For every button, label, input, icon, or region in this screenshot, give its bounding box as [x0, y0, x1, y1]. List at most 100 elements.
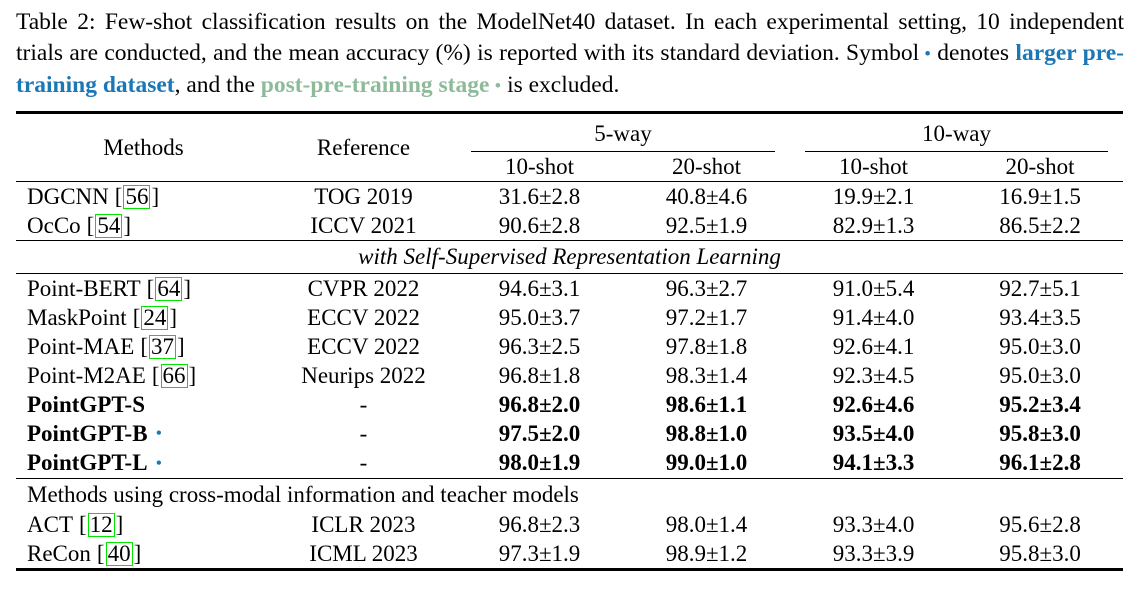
citation-link[interactable]: [54] [86, 212, 132, 238]
table-row-occo: OcCo[54] ICCV 2021 90.6±2.8 92.5±1.9 82.… [16, 210, 1124, 241]
reference-cell: CVPR 2022 [307, 275, 420, 301]
paper-page: Table 2: Few-shot classification results… [16, 7, 1124, 571]
blue-bullet-icon: • [924, 43, 931, 65]
citation-number[interactable]: 37 [149, 333, 177, 359]
reference-cell: ICCV 2021 [271, 210, 456, 241]
reference-cell: ICML 2023 [309, 540, 418, 566]
citation-number[interactable]: 24 [141, 304, 169, 330]
table-row-pointgpt-l: PointGPT-L • - 98.0±1.9 99.0±1.0 94.1±3.3… [16, 448, 1124, 479]
header-row-groups: Methods Reference 5-way 10-way [16, 112, 1123, 182]
caption-text-2: denotes [930, 39, 1016, 66]
section-row-ssl: with Self-Supervised Representation Lear… [16, 240, 1124, 274]
value-10way-20shot: 95.8±3.0 [999, 540, 1081, 566]
method-cell: Point-M2AE[66] [16, 361, 271, 390]
table-caption: Table 2: Few-shot classification results… [16, 7, 1124, 103]
value-5way-20shot: 40.8±4.6 [665, 183, 748, 209]
reference-cell: Neurips 2022 [301, 362, 426, 388]
citation-number[interactable]: 40 [105, 540, 133, 566]
reference-cell: ICLR 2023 [311, 511, 416, 537]
value-10way-10shot: 92.6±4.6 [832, 391, 915, 417]
method-cell: ReCon[40] [16, 539, 271, 570]
method-cell: DGCNN[56] [16, 181, 271, 211]
col-group-5way: 5-way [456, 112, 790, 152]
citation-number[interactable]: 56 [123, 183, 151, 209]
value-10way-10shot: 91.0±5.4 [832, 275, 915, 301]
value-10way-20shot: 16.9±1.5 [999, 183, 1081, 209]
table-row-point-m2ae: Point-M2AE[66] Neurips 2022 96.8±1.8 98.… [16, 361, 1123, 390]
citation-link[interactable]: [37] [140, 333, 185, 359]
value-5way-20shot: 97.2±1.7 [665, 304, 748, 330]
table-row-pointgpt-b: PointGPT-B • - 97.5±2.0 98.8±1.0 93.5±4.0… [16, 419, 1123, 449]
table-row-point-mae: Point-MAE[37] ECCV 2022 96.3±2.5 97.8±1.… [16, 332, 1123, 361]
col-header-5way-20shot: 20-shot [623, 151, 791, 182]
value-5way-10shot: 96.8±2.3 [498, 511, 581, 537]
method-name: MaskPoint [27, 304, 127, 330]
value-5way-20shot: 98.8±1.0 [665, 420, 748, 446]
col-header-reference: Reference [271, 112, 456, 182]
caption-emph-post-pre-training-stage: post-pre-training stage [260, 72, 490, 98]
value-10way-20shot: 93.4±3.5 [999, 304, 1081, 330]
method-cell: Point-BERT[64] [16, 273, 271, 303]
caption-text-3: , and the [174, 72, 261, 98]
value-5way-20shot: 96.3±2.7 [665, 275, 748, 301]
citation-link[interactable]: [64] [146, 275, 191, 301]
reference-cell: ECCV 2022 [307, 304, 420, 330]
citation-link[interactable]: [24] [132, 304, 178, 330]
col-group-10way: 10-way [790, 112, 1123, 152]
header-row-shots: 10-shot 20-shot 10-shot 20-shot [16, 151, 1124, 182]
reference-cell: - [359, 420, 368, 446]
reference-cell: - [271, 448, 456, 479]
citation-link[interactable]: [56] [114, 183, 160, 209]
value-5way-20shot: 99.0±1.0 [623, 448, 791, 479]
reference-cell: ECCV 2022 [307, 333, 420, 359]
value-10way-10shot: 92.3±4.5 [832, 362, 915, 388]
citation-link[interactable]: [66] [151, 362, 197, 388]
method-name: ACT [27, 511, 73, 537]
caption-text-1: Table 2: Few-shot classification results… [16, 9, 1124, 66]
value-10way-20shot: 95.0±3.0 [999, 333, 1081, 359]
method-cell: ACT[12] [16, 510, 271, 539]
method-name: PointGPT-L [27, 450, 148, 476]
value-5way-20shot: 98.3±1.4 [665, 362, 748, 388]
value-5way-10shot: 31.6±2.8 [498, 183, 581, 209]
method-name: ReCon [27, 540, 91, 566]
col-header-methods: Methods [16, 112, 271, 182]
citation-number[interactable]: 66 [160, 362, 188, 388]
value-10way-20shot: 95.8±3.0 [999, 420, 1081, 446]
value-10way-10shot: 93.3±3.9 [832, 540, 915, 566]
value-10way-10shot: 94.1±3.3 [790, 448, 958, 479]
value-5way-10shot: 96.8±1.8 [498, 362, 581, 388]
table-row-recon: ReCon[40] ICML 2023 97.3±1.9 98.9±1.2 93… [16, 539, 1123, 570]
value-10way-20shot: 86.5±2.2 [957, 210, 1124, 241]
citation-number[interactable]: 12 [87, 511, 115, 537]
value-5way-10shot: 96.3±2.5 [498, 333, 581, 359]
method-cell: PointGPT-L • [16, 448, 271, 479]
method-name: PointGPT-B [27, 420, 148, 446]
value-5way-10shot: 97.3±1.9 [498, 540, 581, 566]
blue-bullet-icon: • [155, 452, 163, 473]
value-10way-20shot: 95.0±3.0 [999, 362, 1081, 388]
method-name: PointGPT-S [27, 391, 146, 417]
value-5way-10shot: 90.6±2.8 [456, 210, 623, 241]
value-5way-20shot: 98.0±1.4 [665, 511, 748, 537]
method-cell: PointGPT-B • [16, 419, 271, 449]
blue-bullet-icon: • [155, 423, 163, 444]
table-row-dgcnn: DGCNN[56] TOG 2019 31.6±2.8 40.8±4.6 19.… [16, 181, 1123, 211]
reference-cell: TOG 2019 [314, 183, 413, 209]
value-10way-20shot: 96.1±2.8 [957, 448, 1124, 479]
citation-number[interactable]: 64 [155, 275, 183, 301]
value-10way-10shot: 91.4±4.0 [832, 304, 915, 330]
method-cell: MaskPoint[24] [16, 303, 271, 332]
value-10way-10shot: 19.9±2.1 [832, 183, 915, 209]
method-name: Point-BERT [27, 275, 141, 301]
citation-link[interactable]: [40] [96, 540, 142, 566]
citation-link[interactable]: [12] [79, 511, 124, 537]
citation-number[interactable]: 54 [95, 212, 123, 238]
col-header-10way-20shot: 20-shot [957, 151, 1124, 182]
method-cell: OcCo[54] [16, 210, 271, 241]
value-5way-10shot: 96.8±2.0 [498, 391, 581, 417]
value-10way-10shot: 92.6±4.1 [832, 333, 915, 359]
table-row-point-bert: Point-BERT[64] CVPR 2022 94.6±3.1 96.3±2… [16, 273, 1123, 303]
green-bullet-icon: • [494, 76, 502, 97]
method-name: DGCNN [27, 183, 109, 209]
